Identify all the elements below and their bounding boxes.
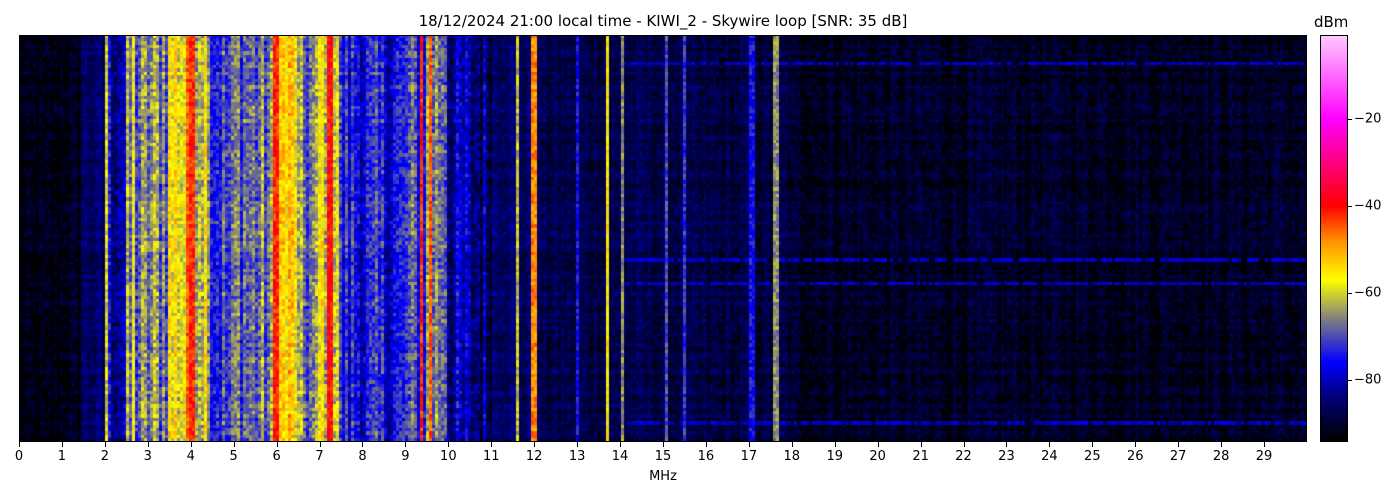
x-tick [1049, 442, 1051, 447]
x-tick-label: 15 [654, 449, 672, 464]
x-tick-label: 8 [358, 449, 367, 464]
x-tick-label: 5 [229, 449, 238, 464]
x-tick [920, 442, 922, 447]
x-tick-label: 27 [1169, 449, 1187, 464]
x-tick [190, 442, 192, 447]
colorbar-tick [1347, 292, 1352, 294]
x-tick-label: 28 [1212, 449, 1230, 464]
x-tick-label: 23 [998, 449, 1015, 464]
x-tick [362, 442, 364, 447]
x-tick-label: 11 [482, 449, 500, 464]
x-tick-label: 1 [57, 449, 67, 464]
x-tick-label: 14 [611, 449, 629, 464]
x-tick [19, 442, 20, 447]
x-tick-label: 29 [1255, 449, 1273, 464]
x-tick [1006, 442, 1008, 447]
x-tick-label: 7 [315, 449, 324, 464]
colorbar-tick-label: −40 [1354, 198, 1382, 214]
spectrogram-heatmap [19, 35, 1307, 442]
x-tick-label: 3 [143, 449, 152, 464]
colorbar-tick-label: −80 [1354, 372, 1382, 388]
colorbar-tick [1347, 118, 1352, 120]
colorbar [1320, 35, 1348, 442]
colorbar-tick-label: −60 [1354, 285, 1382, 301]
x-tick-label: 25 [1084, 449, 1101, 464]
x-tick-label: 17 [740, 449, 758, 464]
x-tick-label: 4 [186, 449, 195, 464]
x-tick-label: 22 [955, 449, 972, 464]
x-tick-label: 26 [1126, 449, 1144, 464]
chart-title: 18/12/2024 21:00 local time - KIWI_2 - S… [418, 12, 908, 30]
plot-frame [19, 35, 1307, 442]
x-tick [104, 442, 106, 447]
x-tick-label: 6 [272, 449, 281, 464]
x-tick-label: 2 [100, 449, 109, 464]
x-tick [534, 442, 536, 447]
x-tick-label: 9 [401, 449, 410, 464]
x-tick-label: 0 [14, 449, 24, 464]
x-tick [448, 442, 450, 447]
x-tick [577, 442, 579, 447]
x-tick [663, 442, 664, 447]
x-tick-label: 21 [912, 449, 929, 464]
x-tick [319, 442, 321, 447]
x-tick [705, 442, 707, 447]
x-tick [61, 442, 63, 447]
colorbar-tick [1347, 205, 1352, 207]
x-tick [1178, 442, 1180, 447]
x-tick [1221, 442, 1223, 447]
x-tick [1264, 442, 1266, 447]
x-tick-label: 10 [440, 449, 457, 464]
x-tick-label: 19 [826, 449, 843, 464]
x-tick [791, 442, 793, 447]
x-tick [1092, 442, 1094, 447]
x-tick [748, 442, 750, 447]
x-tick [1135, 442, 1137, 447]
x-tick [877, 442, 879, 447]
x-tick [491, 442, 493, 447]
x-axis-label: MHz [649, 469, 677, 484]
colorbar-tick [1347, 380, 1352, 382]
x-tick-label: 18 [783, 449, 801, 464]
x-tick [405, 442, 407, 447]
x-tick [834, 442, 836, 447]
colorbar-tick-label: −20 [1354, 111, 1382, 127]
x-tick-label: 24 [1041, 449, 1058, 464]
x-tick [276, 442, 278, 447]
x-tick-label: 12 [525, 449, 543, 464]
x-tick [147, 442, 149, 447]
x-tick [620, 442, 622, 447]
x-tick-label: 20 [869, 449, 886, 464]
x-tick [233, 442, 235, 447]
x-tick-label: 16 [697, 449, 715, 464]
x-tick-label: 13 [568, 449, 586, 464]
colorbar-label: dBm [1314, 13, 1349, 31]
x-tick [963, 442, 965, 447]
